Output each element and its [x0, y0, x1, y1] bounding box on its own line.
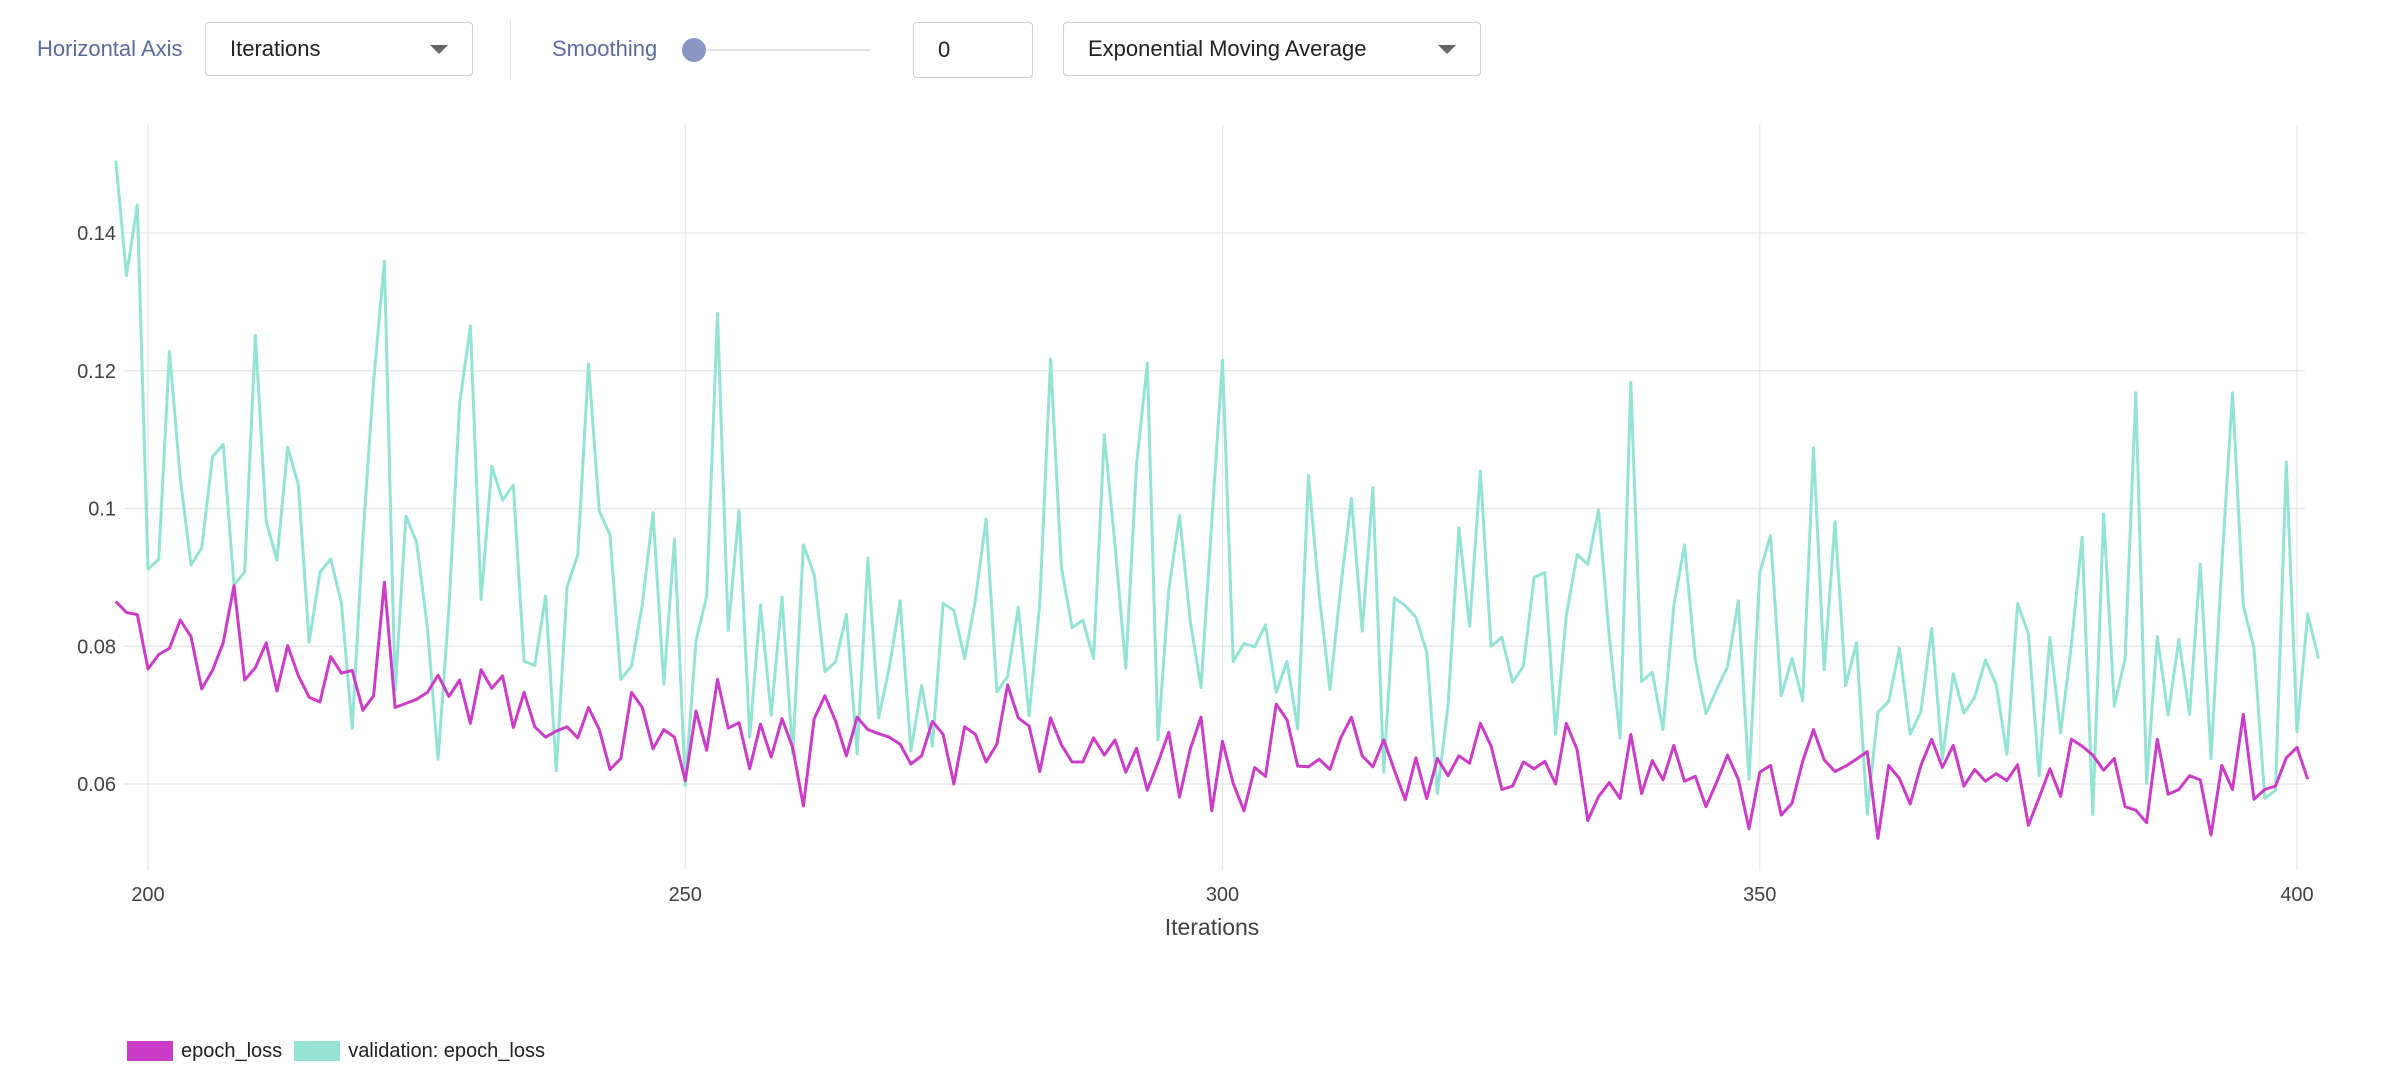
x-tick-label: 250 [669, 884, 702, 906]
legend-swatch-validation [294, 1041, 341, 1061]
horizontal-axis-label: Horizontal Axis [37, 36, 183, 61]
series-line-epoch-loss [114, 580, 2310, 840]
x-tick-label: 350 [1743, 884, 1776, 906]
smoothing-method-value: Exponential Moving Average [1088, 36, 1367, 61]
smoothing-slider-track[interactable] [694, 49, 870, 51]
chart: 0.06 0.08 0.1 0.12 0.14 200 250 300 350 400 Itera… [77, 125, 2320, 940]
legend-label-train: epoch_loss [181, 1039, 283, 1062]
legend-label-validation: validation: epoch_loss [348, 1039, 545, 1062]
smoothing-method-select[interactable]: Exponential Moving Average [1063, 22, 1481, 76]
smoothing-label: Smoothing [552, 36, 658, 61]
y-tick-label: 0.12 [77, 361, 116, 383]
x-tick-label: 400 [2280, 884, 2313, 906]
toolbar-divider [510, 20, 511, 80]
chevron-down-icon [1438, 45, 1456, 54]
y-tick-label: 0.1 [88, 499, 116, 521]
chart-series [114, 160, 2320, 840]
smoothing-slider-thumb[interactable] [682, 38, 706, 62]
smoothing-value-input[interactable]: 0 [913, 22, 1033, 78]
chevron-down-icon [430, 45, 448, 54]
horizontal-axis-select-value: Iterations [230, 36, 321, 61]
legend-swatch-train [127, 1041, 173, 1061]
x-axis-title: Iterations [1165, 914, 1260, 940]
smoothing-value-text: 0 [938, 37, 951, 62]
x-tick-label: 300 [1206, 884, 1239, 906]
legend: epoch_loss validation: epoch_loss [127, 1038, 557, 1064]
x-tick-label: 200 [131, 884, 164, 906]
y-tick-label: 0.06 [77, 774, 116, 796]
series-line-validation-epoch-loss [114, 160, 2320, 816]
chart-ticks: 0.06 0.08 0.1 0.12 0.14 200 250 300 350 400 [77, 223, 2314, 906]
toolbar: Horizontal Axis Iterations Smoothing 0 E… [0, 0, 2395, 98]
legend-item-validation[interactable]: validation: epoch_loss [294, 1040, 545, 1063]
legend-item-train[interactable]: epoch_loss [127, 1040, 282, 1063]
horizontal-axis-select[interactable]: Iterations [205, 22, 473, 76]
y-tick-label: 0.08 [77, 636, 116, 658]
y-tick-label: 0.14 [77, 223, 116, 245]
